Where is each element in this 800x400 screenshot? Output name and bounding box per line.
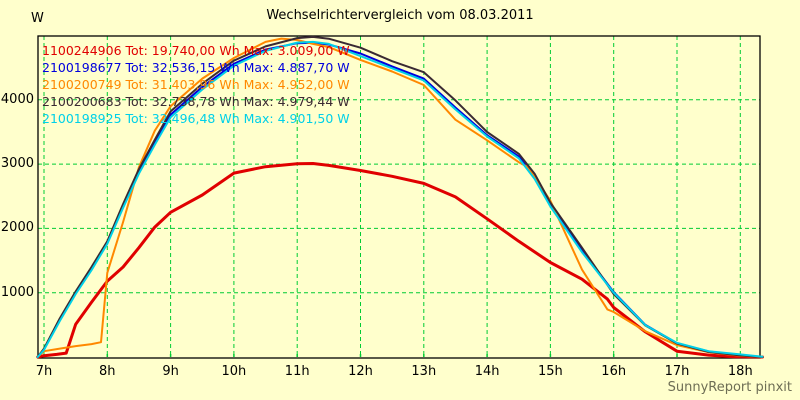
x-tick-label-9: 9h [162,364,179,379]
x-tick-label-15: 15h [538,364,563,379]
legend-item-2100198677: 2100198677 Tot: 32.536,15 Wh Max: 4.887,… [42,60,350,75]
x-tick-label-10: 10h [221,364,247,379]
chart-legend: 1100244906 Tot: 19.740,00 Wh Max: 3.009,… [42,42,350,127]
y-tick-label-2000: 2000 [0,220,34,236]
x-tick-label-14: 14h [474,364,500,379]
x-tick-label-8: 8h [99,364,116,379]
x-tick-label-12: 12h [348,364,373,379]
legend-item-2100198925: 2100198925 Tot: 32.496,48 Wh Max: 4.901,… [42,111,350,126]
x-tick-label-13: 13h [411,364,437,379]
y-tick-label-3000: 3000 [0,156,34,172]
legend-item-1100244906: 1100244906 Tot: 19.740,00 Wh Max: 3.009,… [42,43,350,58]
x-tick-label-18: 18h [727,364,753,379]
y-tick-label-1000: 1000 [0,284,34,300]
y-axis-unit-label: W [31,11,44,26]
legend-item-2100200749: 2100200749 Tot: 31.403,96 Wh Max: 4.952,… [42,77,350,92]
x-tick-label-17: 17h [664,364,690,379]
footer-credit: SunnyReport pinxit [667,380,792,395]
y-tick-label-4000: 4000 [0,91,34,107]
legend-item-2100200683: 2100200683 Tot: 32.738,78 Wh Max: 4.979,… [42,94,350,109]
x-tick-label-16: 16h [601,364,627,379]
x-tick-label-7: 7h [35,364,53,379]
x-tick-label-11: 11h [284,364,310,379]
chart-title: Wechselrichtervergleich vom 08.03.2011 [266,8,534,23]
